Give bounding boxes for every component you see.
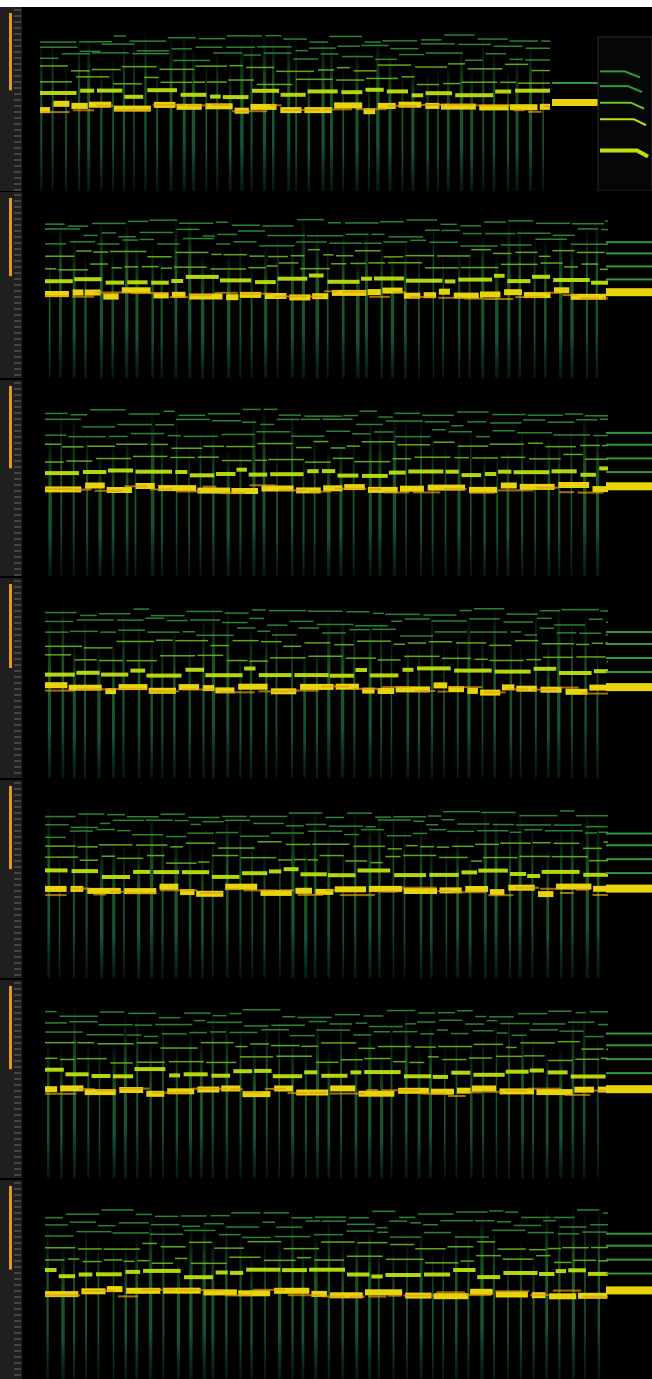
level-meter: [9, 13, 12, 91]
spectrogram-image: [0, 980, 652, 1178]
top-edge-strip: [0, 0, 652, 7]
frequency-ruler: [0, 578, 22, 778]
spectrogram-plot: [40, 29, 600, 191]
spectrogram-image: [0, 578, 652, 778]
spectrogram-image: [0, 780, 652, 978]
spectrogram-image: [0, 7, 652, 191]
level-meter: [9, 198, 12, 277]
frequency-ruler: [0, 1180, 22, 1379]
level-meter: [9, 584, 12, 668]
level-meter: [9, 986, 12, 1070]
frequency-ruler: [0, 780, 22, 978]
spectrogram-panel-6: [0, 980, 652, 1178]
spectrogram-plot: [45, 406, 652, 576]
spectrogram-panel-2: [0, 192, 652, 378]
spectrogram-panel-4: [0, 578, 652, 778]
frequency-ruler: [0, 380, 22, 576]
spectrogram-plot: [45, 804, 652, 978]
spectrogram-plot: [45, 602, 652, 778]
level-meter: [9, 386, 12, 469]
spectrogram-plot: [45, 1204, 652, 1379]
level-meter: [9, 786, 12, 870]
spectrogram-panel-5: [0, 780, 652, 978]
frequency-ruler: [0, 192, 22, 378]
spectrogram-image: [0, 1180, 652, 1379]
frequency-ruler: [0, 7, 22, 191]
inset-spectrogram: [597, 36, 652, 191]
spectrogram-image: [0, 380, 652, 576]
spectrogram-image: [0, 192, 652, 378]
frequency-ruler: [0, 980, 22, 1178]
spectrogram-panel-1: [0, 7, 652, 191]
spectrogram-panel-3: [0, 380, 652, 576]
spectrogram-plot: [45, 214, 652, 378]
spectrogram-panel-7: [0, 1180, 652, 1379]
level-meter: [9, 1186, 12, 1270]
spectrogram-plot: [45, 1006, 652, 1178]
